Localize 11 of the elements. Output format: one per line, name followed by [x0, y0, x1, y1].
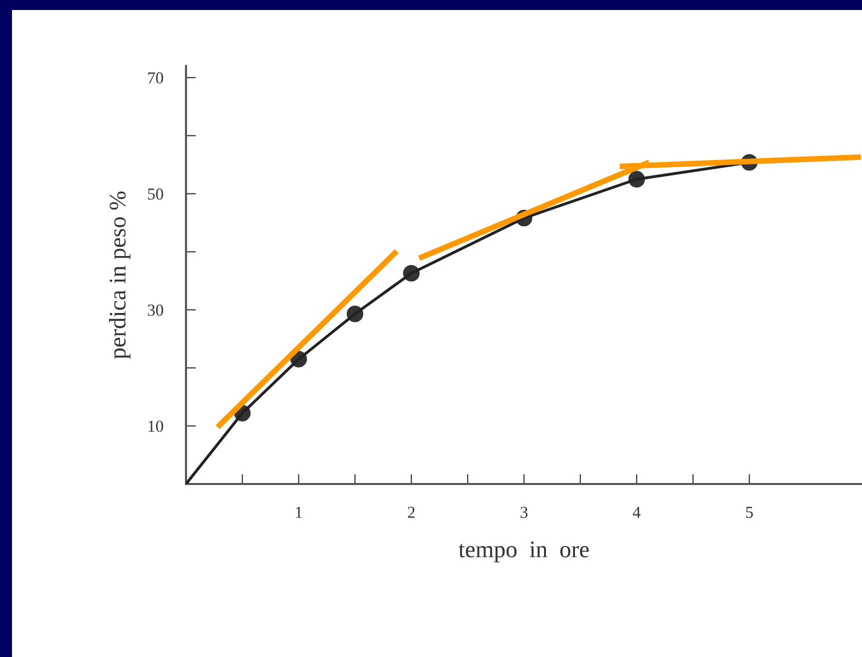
x-tick-label: 1: [296, 506, 302, 518]
y-tick-label: 10: [148, 420, 164, 432]
x-tick-label: 4: [632, 506, 641, 518]
x-tick-label: 2: [408, 506, 415, 518]
y-axis-title: perdica in peso %: [109, 192, 130, 359]
y-tick-label: 50: [148, 188, 164, 200]
x-tick-label: 3: [520, 506, 528, 518]
y-tick-label: 30: [148, 304, 164, 316]
x-axis-title: tempo in ore: [458, 542, 589, 562]
y-tick-label: 70: [148, 72, 164, 84]
x-tick-label: 5: [746, 506, 753, 518]
